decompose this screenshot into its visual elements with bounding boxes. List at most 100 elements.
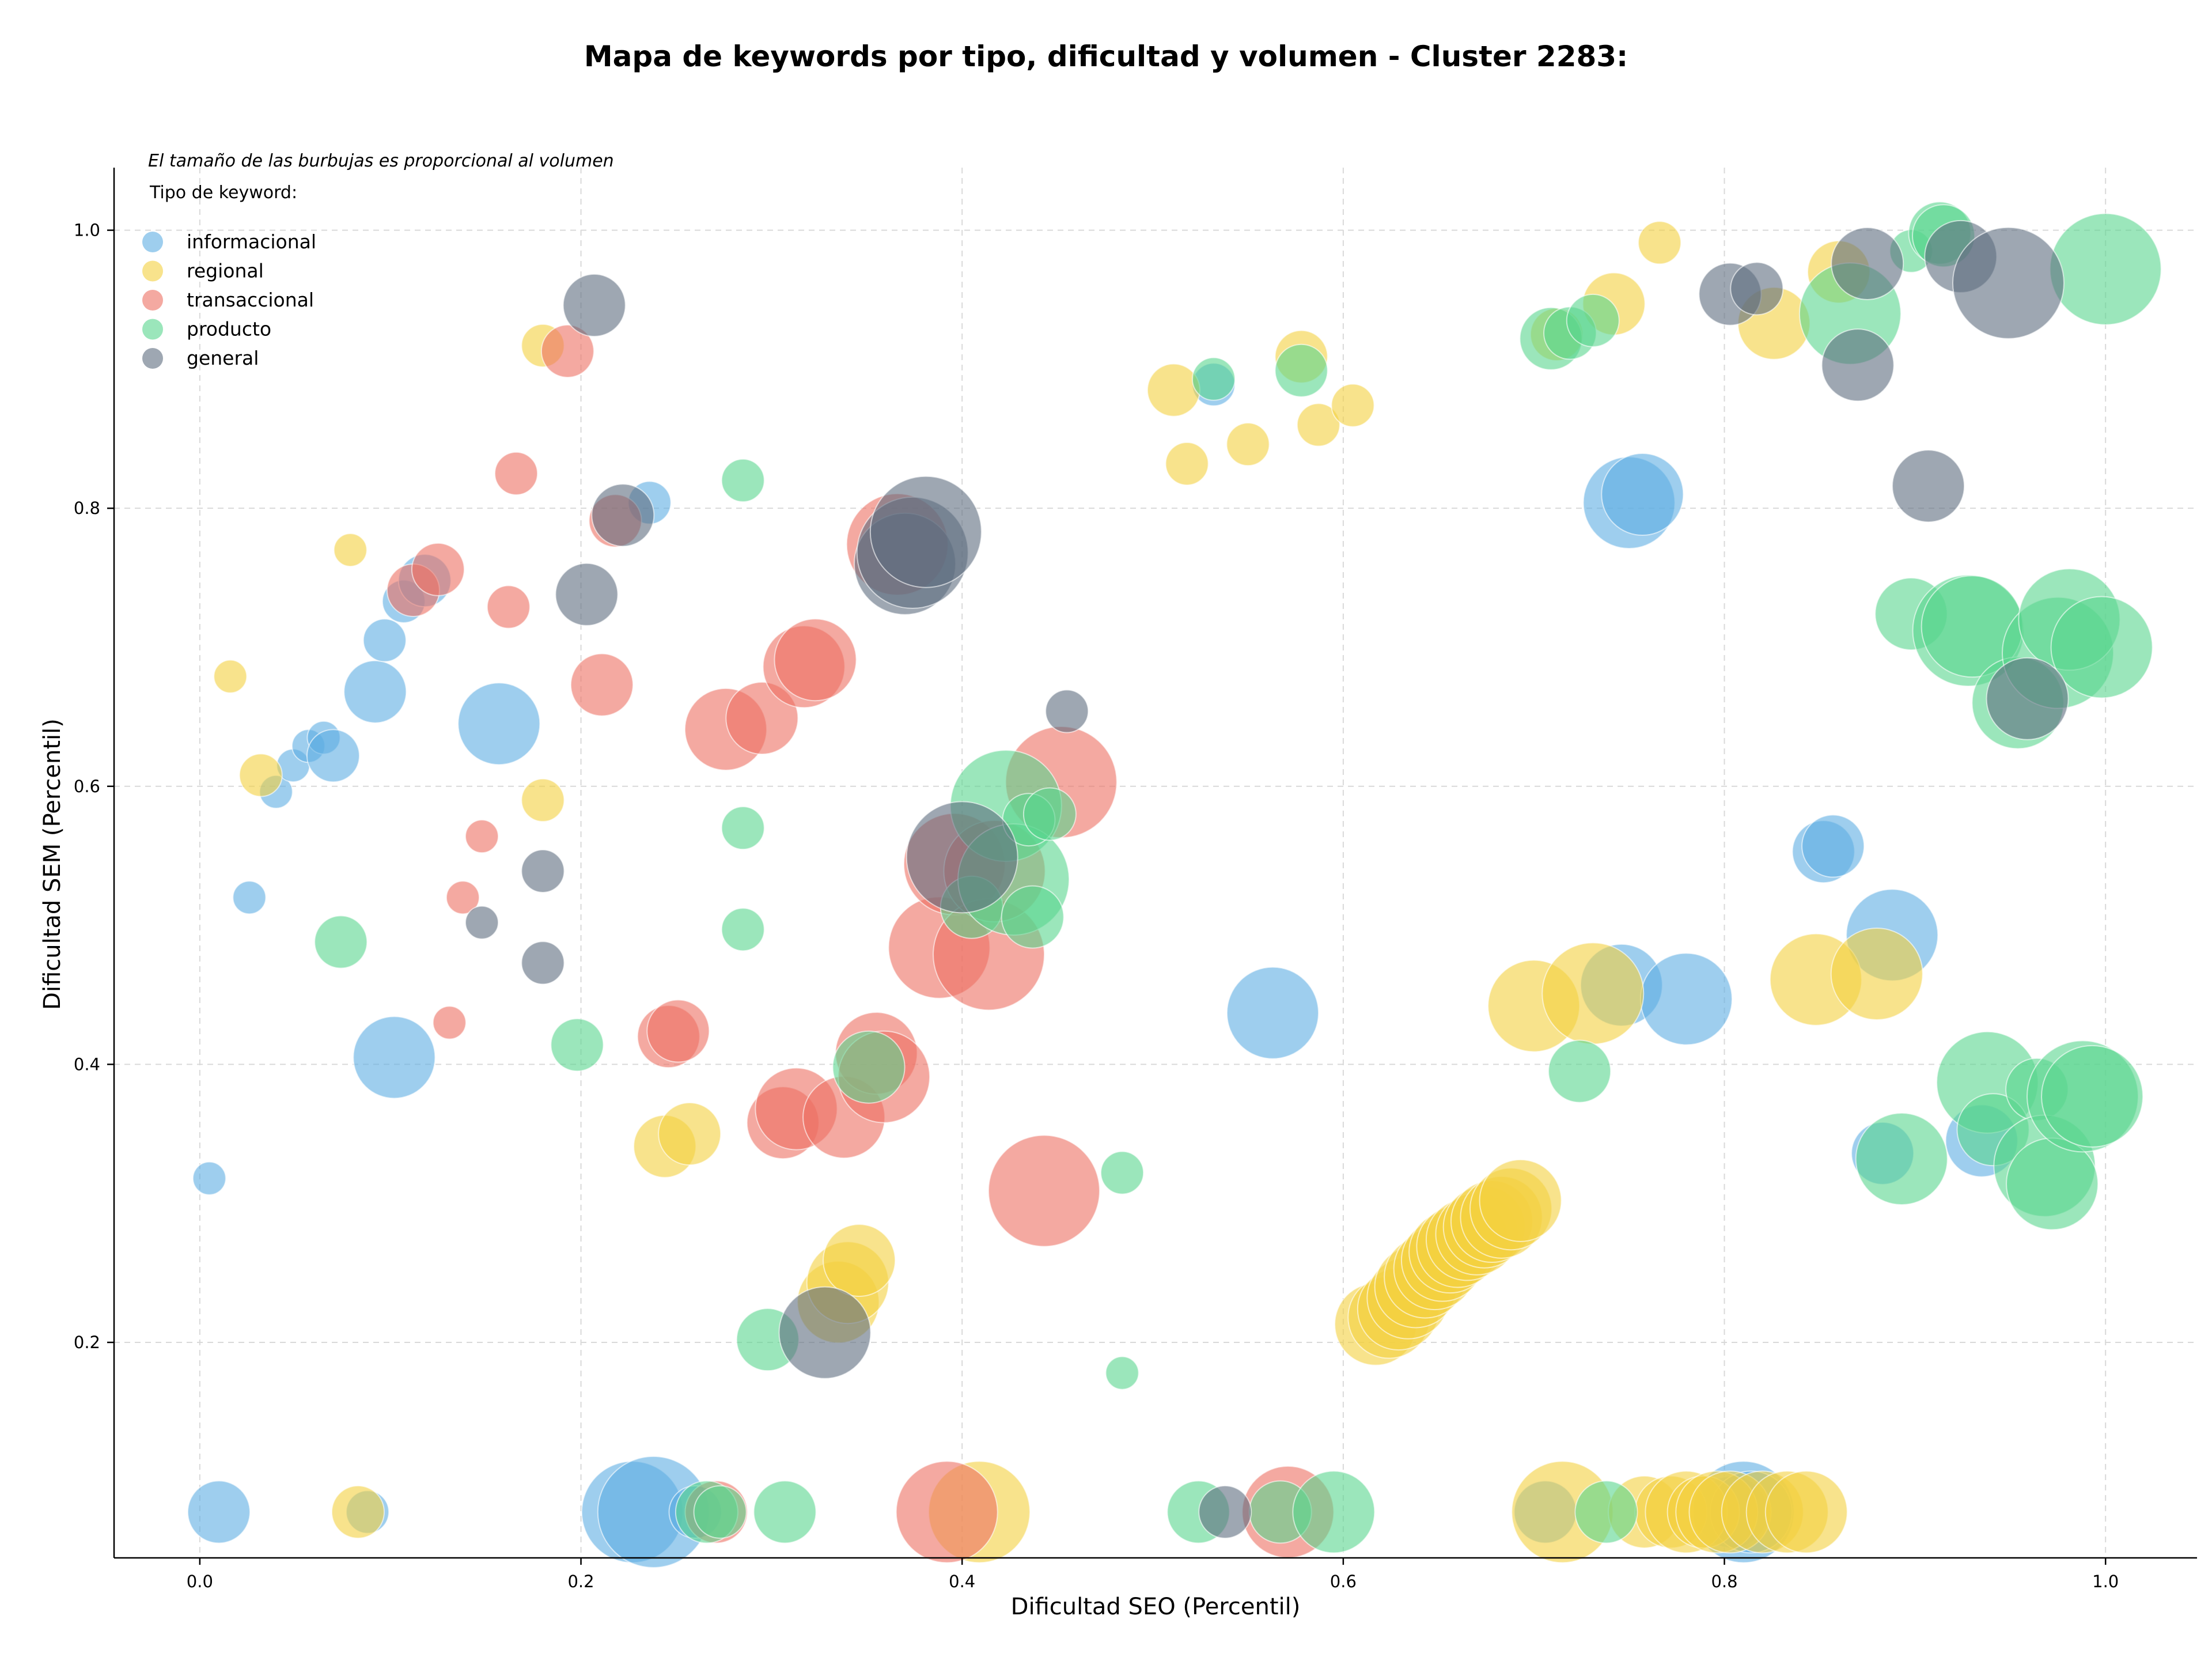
bubble-regional — [1296, 403, 1340, 447]
x-tick-label: 0.8 — [1711, 1572, 1737, 1591]
bubble-informacional — [192, 1161, 226, 1195]
bubble-producto — [1292, 1470, 1376, 1554]
x-axis-label: Dificultad SEO (Percentil) — [1011, 1594, 1301, 1620]
bubble-producto — [314, 915, 368, 969]
bubble-producto — [2041, 1045, 2144, 1148]
bubble-producto — [693, 1485, 747, 1539]
x-tick-label: 0.2 — [567, 1572, 594, 1591]
bubble-informacional — [362, 618, 407, 663]
bubble-regional — [331, 1485, 385, 1539]
x-axis-ticks: 0.0 0.2 0.4 0.6 0.8 1.0 — [187, 1558, 2119, 1591]
bubble-producto — [1855, 1112, 1948, 1205]
bubble-general — [521, 941, 565, 985]
bubble-general — [1198, 1485, 1252, 1539]
bubble-general — [521, 849, 565, 893]
legend-label-regional: regional — [187, 260, 264, 282]
bubble-regional — [333, 533, 368, 567]
bubble-regional — [521, 778, 565, 822]
y-axis-ticks: 0.2 0.4 0.6 0.8 1.0 — [74, 221, 114, 1352]
legend-marker-producto — [142, 319, 163, 340]
bubble-producto — [1105, 1356, 1139, 1390]
y-tick-label: 1.0 — [74, 221, 100, 240]
bubble-general — [1821, 328, 1895, 402]
bubble-transaccional — [411, 542, 465, 596]
legend-label-general: general — [187, 347, 259, 369]
legend-marker-regional — [142, 260, 163, 282]
y-axis-label: Dificultad SEM (Percentil) — [39, 718, 66, 1010]
bubble-regional — [1830, 928, 1923, 1021]
y-tick-label: 0.4 — [74, 1054, 100, 1074]
bubble-transaccional — [432, 1005, 467, 1040]
bubble-producto — [1191, 357, 1236, 401]
y-tick-label: 0.8 — [74, 498, 100, 518]
x-tick-label: 0.6 — [1330, 1572, 1357, 1591]
bubble-producto — [721, 907, 765, 952]
y-tick-label: 0.2 — [74, 1333, 100, 1352]
legend-title: Tipo de keyword: — [149, 183, 297, 203]
bubble-informacional — [457, 682, 541, 766]
bubble-general — [778, 1286, 872, 1379]
y-tick-label: 0.6 — [74, 777, 100, 796]
bubble-producto — [1001, 885, 1065, 949]
legend-marker-informacional — [142, 232, 163, 252]
chart-title: Mapa de keywords por tipo, dificultad y … — [584, 40, 1628, 73]
bubble-informacional — [1639, 952, 1733, 1046]
legend-items: informacional regional transaccional produc… — [142, 230, 316, 369]
bubble-regional — [1165, 441, 1209, 486]
bubble-producto — [1100, 1151, 1145, 1195]
bubble-transaccional — [987, 1134, 1100, 1247]
bubble-general — [1730, 262, 1784, 316]
bubble-transaccional — [774, 618, 857, 702]
bubble-transaccional — [540, 324, 594, 379]
legend: Tipo de keyword: informacional regional tr… — [142, 183, 316, 369]
bubble-informacional — [1801, 814, 1865, 878]
legend-marker-general — [142, 348, 163, 369]
bubble-regional — [1541, 942, 1645, 1045]
bubble-informacional — [187, 1480, 251, 1544]
bubble-size-note: El tamaño de las burbujas es proporciona… — [148, 151, 614, 171]
bubble-producto — [1274, 343, 1328, 398]
bubble-informacional — [343, 660, 407, 724]
bubble-regional — [1479, 1159, 1562, 1242]
bubble-regional — [658, 1102, 722, 1166]
x-tick-label: 0.4 — [949, 1572, 975, 1591]
x-tick-label: 1.0 — [2092, 1572, 2119, 1591]
bubble-transaccional — [570, 653, 634, 717]
bubble-regional — [1638, 221, 1682, 265]
bubble-transaccional — [445, 880, 480, 915]
bubble-regional — [213, 659, 248, 694]
bubble-transaccional — [465, 819, 499, 854]
bubble-producto — [753, 1480, 817, 1544]
bubble-general — [869, 475, 982, 588]
bubble-general — [465, 905, 499, 940]
bubble-general — [1986, 657, 2069, 740]
legend-label-transaccional: transaccional — [187, 289, 314, 311]
bubble-general — [555, 562, 619, 626]
bubble-informacional — [1601, 453, 1684, 536]
bubble-transaccional — [895, 1461, 998, 1564]
x-tick-label: 0.0 — [187, 1572, 213, 1591]
bubble-producto — [721, 458, 765, 502]
bubble-producto — [550, 1018, 604, 1072]
bubble-regional — [1226, 422, 1270, 467]
bubble-layer — [187, 201, 2162, 1568]
legend-label-producto: producto — [187, 318, 271, 340]
bubble-general — [906, 801, 1018, 914]
bubble-producto — [1022, 787, 1077, 841]
bubble-transaccional — [646, 999, 710, 1063]
bubble-regional — [1331, 383, 1375, 427]
bubble-informacional — [232, 880, 267, 915]
bubble-producto — [721, 806, 765, 850]
bubble-regional — [238, 753, 283, 797]
bubble-general — [1831, 226, 1904, 300]
bubble-general — [1952, 226, 2065, 339]
bubble-general — [1045, 689, 1089, 733]
bubble-regional — [1764, 1470, 1848, 1554]
bubble-producto — [832, 1030, 906, 1104]
bubble-producto — [1548, 1039, 1612, 1103]
bubble-general — [1892, 449, 1965, 523]
bubble-informacional — [1226, 966, 1319, 1060]
bubble-informacional — [306, 729, 360, 783]
bubble-informacional — [353, 1016, 436, 1099]
